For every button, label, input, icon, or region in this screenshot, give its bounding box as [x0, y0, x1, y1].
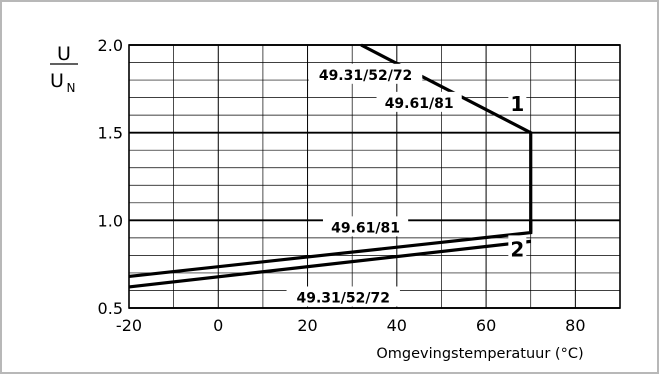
x-tick-label: 40	[387, 316, 407, 335]
y-tick-label: 1.0	[98, 211, 123, 230]
curve-label-background	[508, 235, 527, 260]
annotation-layer: 49.31/52/72 49.61/81 49.61/81 49.31/52/72 1 2	[286, 63, 527, 307]
annotation-background	[322, 216, 409, 237]
curve-label-background	[508, 89, 527, 114]
x-tick-label: 60	[476, 316, 496, 335]
annotation-label: 49.61/81	[385, 96, 454, 112]
x-axis-label: Omgevingstemperatuur (°C)	[376, 346, 583, 362]
y-tick-labels: 0.5 1.0 1.5 2.0	[98, 36, 123, 318]
y-tick-label: 2.0	[98, 36, 123, 55]
series-2-line-1	[128, 220, 533, 279]
y-label-denominator-subscript: N	[67, 81, 76, 95]
y-axis-label: U U N	[50, 43, 78, 95]
annotation-background	[286, 286, 400, 307]
curve-number-label: 2	[510, 237, 524, 261]
curve-number-label: 1	[510, 92, 524, 116]
y-tick-label: 0.5	[98, 299, 123, 318]
y-label-denominator-main: U	[50, 70, 64, 92]
y-label-denominator: U	[50, 70, 64, 92]
annotation-label: 49.61/81	[331, 220, 400, 236]
x-tick-label: 20	[297, 316, 317, 335]
annotation-label: 49.31/52/72	[297, 290, 390, 306]
annotation-label: 49.31/52/72	[319, 68, 412, 84]
annotation-background	[308, 63, 423, 84]
x-tick-label: 80	[565, 316, 585, 335]
y-label-numerator: U	[57, 43, 71, 65]
x-tick-labels: -20 0 20 40 60 80	[116, 316, 586, 335]
x-tick-label: 0	[213, 316, 223, 335]
series-2-line-2	[128, 239, 531, 289]
annotation-background	[376, 91, 462, 112]
y-tick-label: 1.5	[98, 124, 123, 143]
plot-area-border	[128, 44, 621, 309]
x-tick-label: -20	[116, 316, 142, 335]
